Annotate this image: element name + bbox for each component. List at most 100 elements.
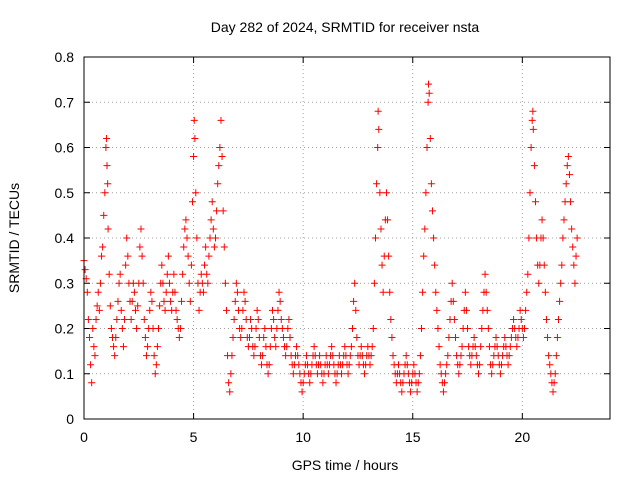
data-point <box>389 352 397 360</box>
data-point <box>90 343 98 351</box>
data-point <box>395 361 403 369</box>
data-point <box>570 261 578 269</box>
data-point <box>549 388 557 396</box>
data-point <box>559 234 567 242</box>
data-point <box>299 379 307 387</box>
data-point <box>441 379 449 387</box>
data-point <box>374 107 382 115</box>
data-point <box>276 297 284 305</box>
data-point <box>558 261 566 269</box>
data-point <box>378 261 386 269</box>
data-point <box>357 343 365 351</box>
data-point <box>488 370 496 378</box>
data-point <box>179 270 187 278</box>
data-point <box>222 306 230 314</box>
data-point <box>399 379 407 387</box>
data-point <box>217 116 225 124</box>
y-axis-label: SRMTID / TECUs <box>6 183 22 293</box>
data-point <box>210 243 218 251</box>
data-point <box>178 297 186 305</box>
data-point <box>420 252 428 260</box>
data-point <box>513 343 521 351</box>
data-point <box>382 189 390 197</box>
data-point <box>517 315 525 323</box>
y-tick-label: 0.1 <box>55 366 75 382</box>
data-point <box>470 334 478 342</box>
data-point <box>119 343 127 351</box>
data-point <box>425 80 433 88</box>
data-point <box>187 261 195 269</box>
data-point <box>214 180 222 188</box>
y-tick-label: 0.7 <box>55 94 75 110</box>
data-point <box>176 325 184 332</box>
data-point <box>556 297 564 305</box>
data-point <box>332 379 340 387</box>
data-point <box>279 334 287 342</box>
data-point <box>294 352 302 360</box>
data-point <box>133 325 141 332</box>
data-point <box>557 279 565 287</box>
x-tick-label: 5 <box>190 429 198 445</box>
data-point <box>156 302 164 310</box>
data-point <box>228 352 236 360</box>
data-point <box>403 361 411 369</box>
data-point <box>569 243 577 251</box>
data-point <box>435 343 443 351</box>
data-point <box>552 352 560 360</box>
data-point <box>127 315 135 323</box>
data-point <box>111 352 119 360</box>
x-tick-label: 10 <box>295 429 311 445</box>
data-point <box>341 343 349 351</box>
data-point <box>551 370 559 378</box>
data-point <box>546 361 554 369</box>
data-point <box>103 162 111 170</box>
data-point <box>568 225 576 233</box>
data-point <box>519 334 527 342</box>
data-point <box>231 297 239 305</box>
data-point <box>252 325 260 332</box>
data-point <box>425 89 433 97</box>
data-point <box>218 153 226 161</box>
data-point <box>524 270 532 278</box>
data-point <box>368 343 376 351</box>
data-point <box>458 343 466 351</box>
data-point <box>527 144 535 151</box>
data-point <box>186 297 194 305</box>
data-point <box>209 225 217 233</box>
data-point <box>134 302 142 310</box>
data-point <box>83 288 91 296</box>
data-point <box>152 361 160 369</box>
data-point <box>450 315 458 323</box>
data-point <box>442 370 450 378</box>
data-point <box>563 162 571 170</box>
data-point <box>538 216 546 224</box>
data-point <box>181 225 189 233</box>
data-point <box>240 288 248 296</box>
data-point <box>96 279 104 287</box>
axis-ticks: 0 0.1 0.2 0.3 0.4 0.5 0.6 0.7 0.8 0 5 10 15 20 <box>55 49 610 445</box>
data-point <box>501 334 509 342</box>
data-point <box>265 361 273 369</box>
data-point <box>351 279 359 287</box>
data-point <box>104 180 112 188</box>
data-point <box>416 352 424 360</box>
y-tick-label: 0.5 <box>55 185 75 201</box>
data-point <box>159 279 167 287</box>
data-point <box>478 325 486 332</box>
data-point <box>259 352 267 360</box>
data-point <box>444 352 452 360</box>
data-point <box>541 288 549 296</box>
data-point <box>432 288 440 296</box>
data-point <box>377 225 385 233</box>
data-point <box>298 388 306 396</box>
data-point <box>565 171 573 179</box>
data-point <box>122 261 130 269</box>
data-point <box>398 388 406 396</box>
data-point <box>112 334 120 342</box>
data-point <box>506 343 514 351</box>
data-point <box>216 144 224 151</box>
x-axis-label: GPS time / hours <box>292 457 399 473</box>
data-point <box>158 261 166 269</box>
data-point <box>373 180 381 188</box>
data-point <box>251 343 259 351</box>
